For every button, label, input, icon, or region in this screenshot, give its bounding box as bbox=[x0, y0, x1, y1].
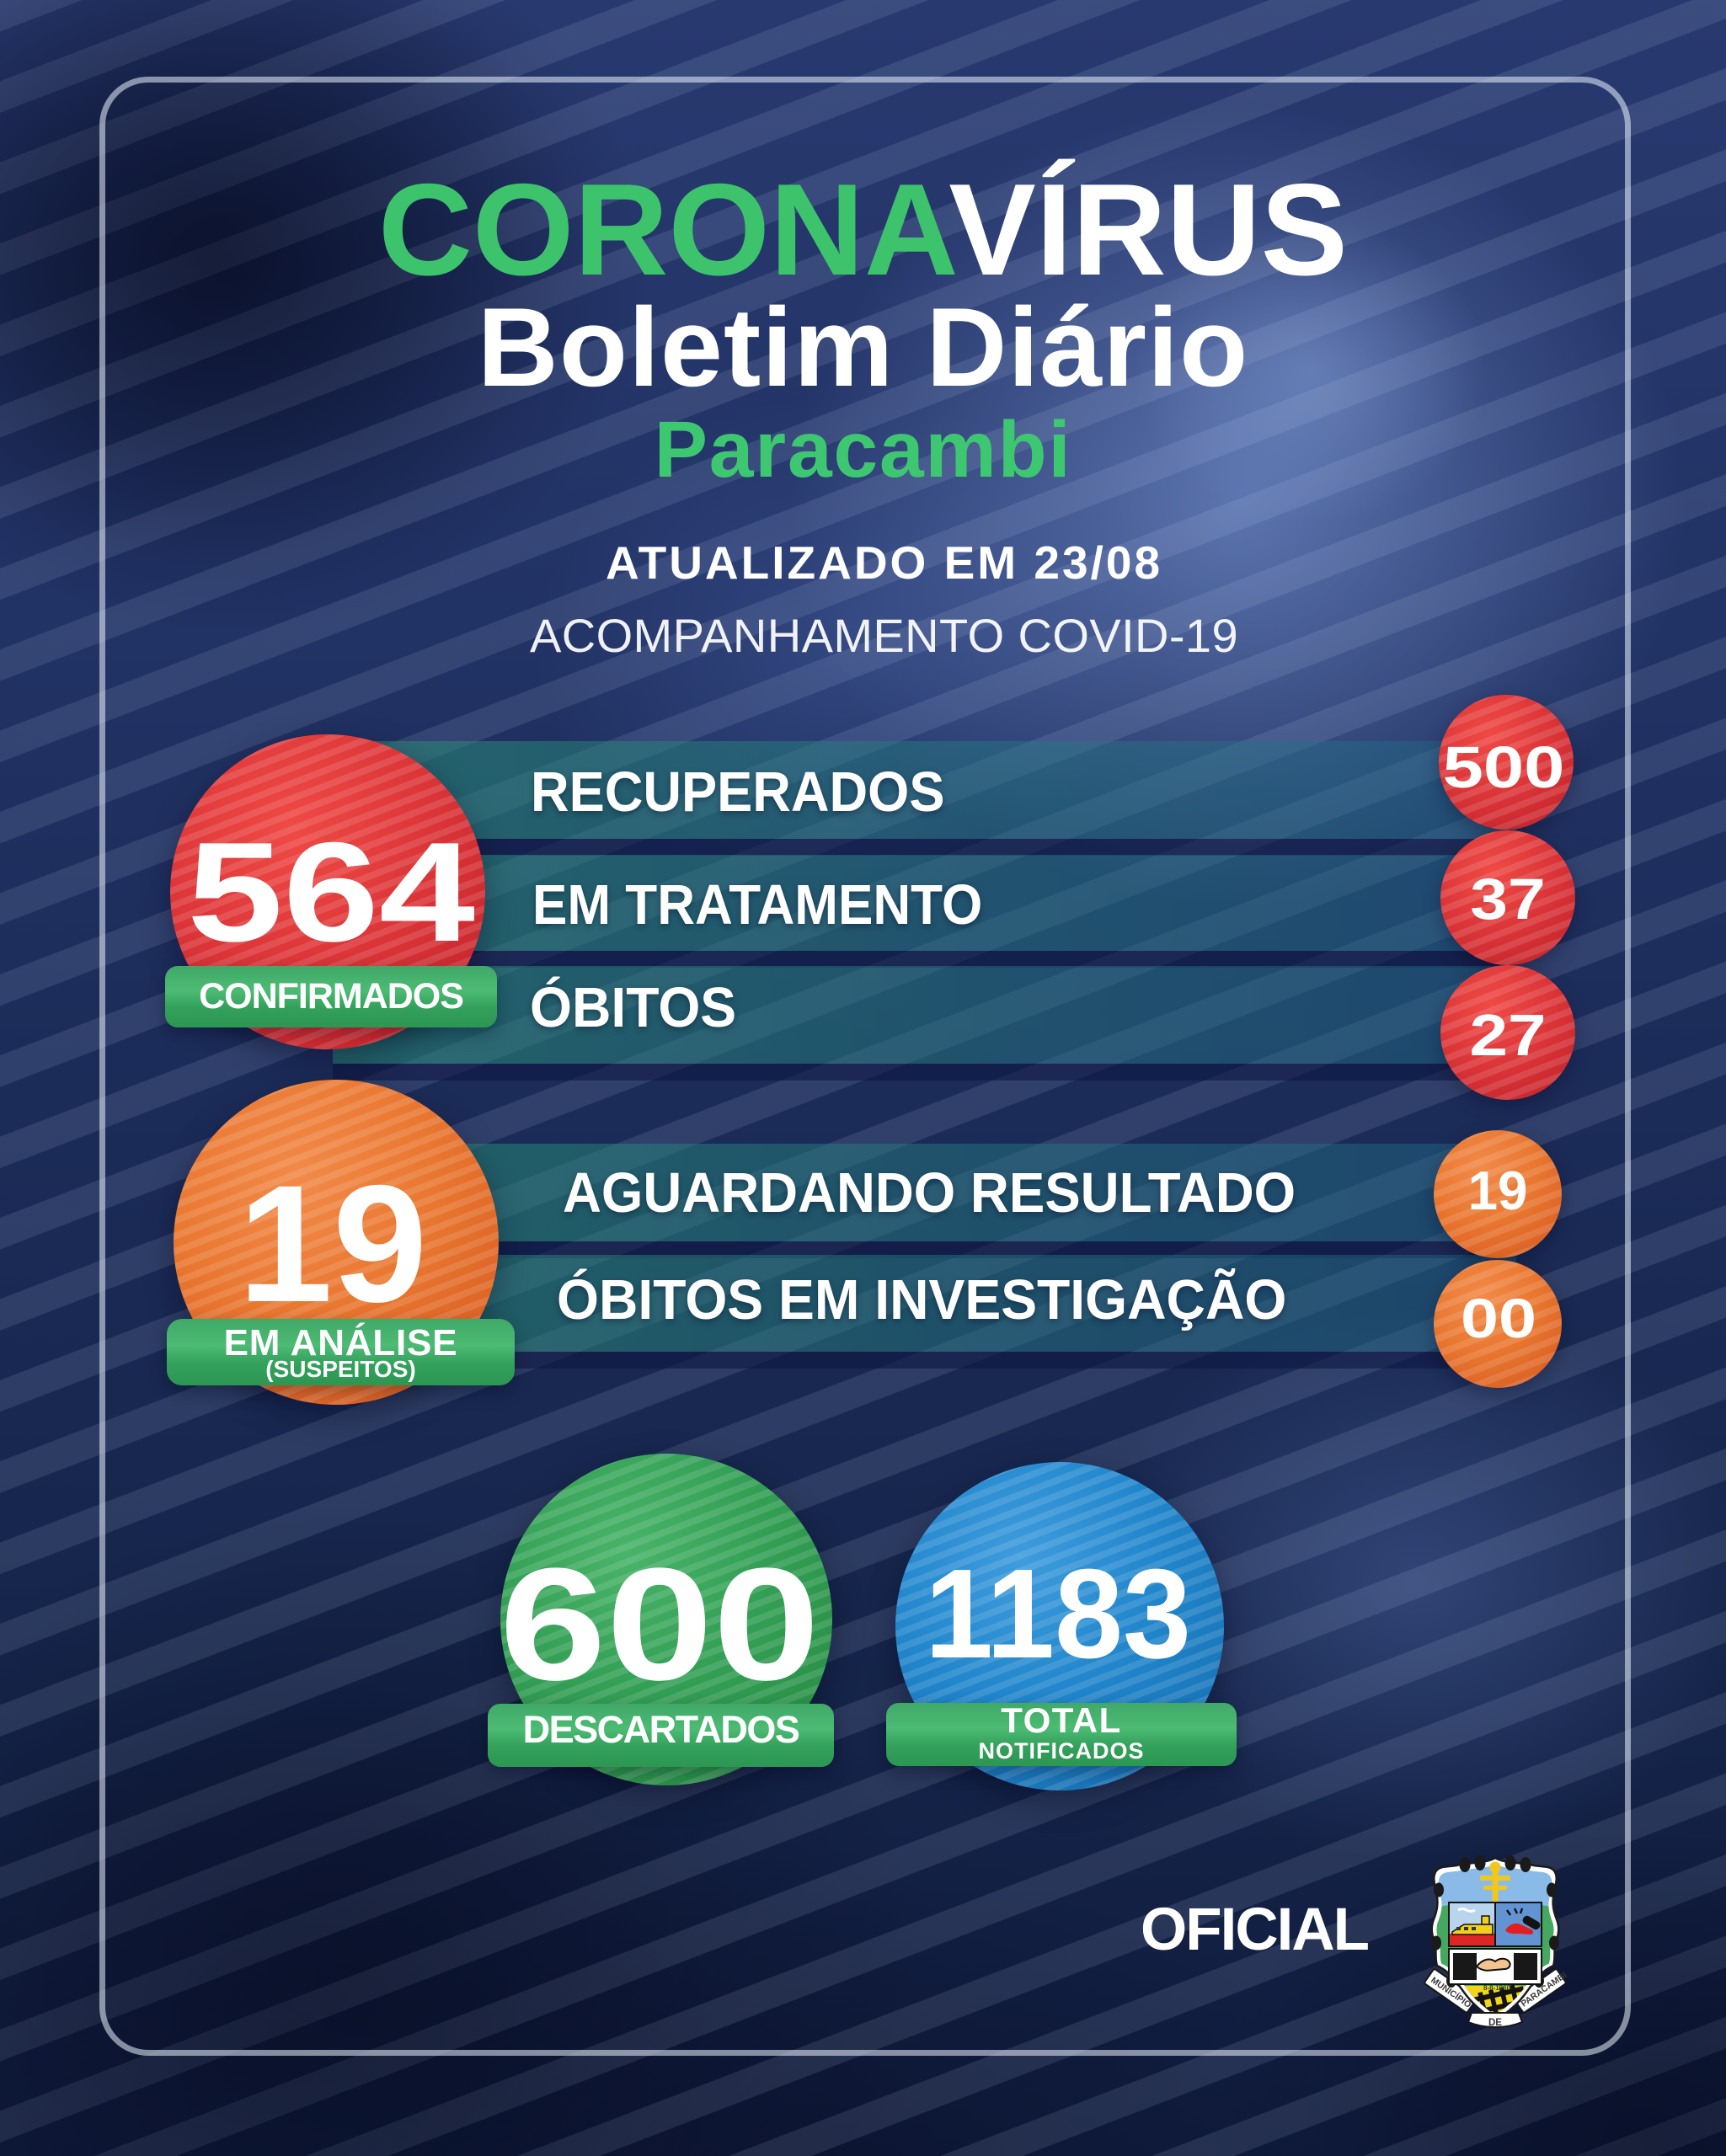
svg-text:8-8-1960: 8-8-1960 bbox=[1483, 1984, 1511, 1992]
svg-text:DE: DE bbox=[1488, 2018, 1502, 2028]
